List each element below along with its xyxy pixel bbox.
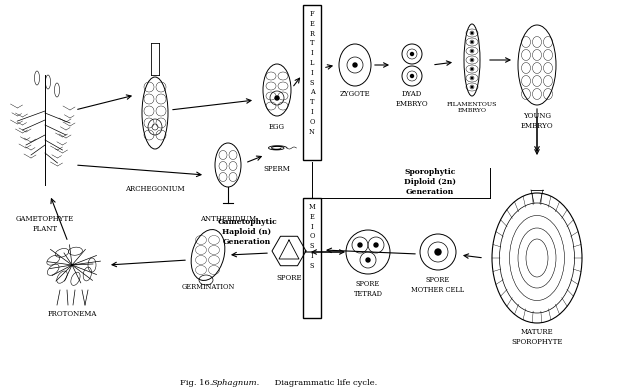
Circle shape <box>471 32 473 34</box>
Text: YOUNG
EMBRYO: YOUNG EMBRYO <box>520 112 553 130</box>
Text: Sporophytic
Diploid (2n)
Generation: Sporophytic Diploid (2n) Generation <box>404 168 456 196</box>
Circle shape <box>471 50 473 52</box>
Text: SPORE
MOTHER CELL: SPORE MOTHER CELL <box>412 276 465 294</box>
Text: Gametophytic
Haploid (n)
Generation: Gametophytic Haploid (n) Generation <box>217 218 277 246</box>
Text: EGG: EGG <box>269 123 285 131</box>
Circle shape <box>353 63 357 67</box>
Bar <box>303 198 321 318</box>
Text: ZYGOTE: ZYGOTE <box>340 90 370 98</box>
Text: PROTONEMA: PROTONEMA <box>47 310 97 318</box>
Circle shape <box>471 68 473 70</box>
Text: ANTHERIDIUM: ANTHERIDIUM <box>200 215 256 223</box>
Circle shape <box>410 52 414 56</box>
Circle shape <box>275 96 279 100</box>
Circle shape <box>358 243 362 247</box>
Circle shape <box>374 243 378 247</box>
Circle shape <box>366 258 370 262</box>
Circle shape <box>471 86 473 88</box>
Text: MATURE
SPOROPHYTE: MATURE SPOROPHYTE <box>511 328 563 346</box>
Circle shape <box>410 75 414 77</box>
Circle shape <box>435 249 441 255</box>
Circle shape <box>471 77 473 79</box>
Text: Sphagnum.: Sphagnum. <box>212 379 260 387</box>
Bar <box>303 5 321 160</box>
Text: Diagrammatic life cycle.: Diagrammatic life cycle. <box>272 379 377 387</box>
Text: SPORE: SPORE <box>276 274 302 282</box>
Text: GERMINATION: GERMINATION <box>181 283 235 291</box>
Text: F
E
R
T
I
L
I
S
A
T
I
O
N: F E R T I L I S A T I O N <box>309 10 315 136</box>
Text: M
E
I
O
S
I
S: M E I O S I S <box>309 203 315 270</box>
Text: Fig. 16.: Fig. 16. <box>180 379 217 387</box>
Circle shape <box>471 41 473 43</box>
Text: DYAD
EMBRYO: DYAD EMBRYO <box>396 90 428 108</box>
Text: GAMETOPHYTE
PLANT: GAMETOPHYTE PLANT <box>16 215 74 233</box>
Circle shape <box>471 59 473 61</box>
Text: FILAMENTOUS
EMBRYO: FILAMENTOUS EMBRYO <box>446 102 497 113</box>
Text: SPERM: SPERM <box>263 165 291 173</box>
Text: ARCHEGONIUM: ARCHEGONIUM <box>125 185 185 193</box>
Text: SPORE
TETRAD: SPORE TETRAD <box>353 280 383 298</box>
